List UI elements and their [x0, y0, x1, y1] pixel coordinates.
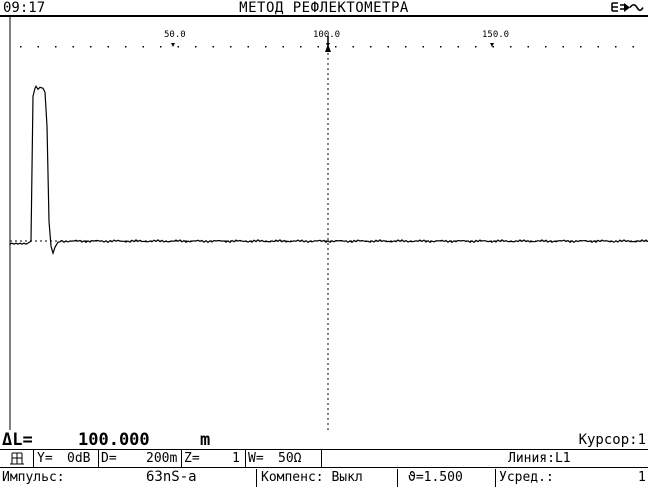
- grid-icon[interactable]: [0, 450, 34, 468]
- battery-plug-icon: [610, 1, 644, 17]
- zoom-cell[interactable]: Z= 1: [182, 450, 246, 468]
- scale-dot: [387, 46, 389, 48]
- d-label: D=: [101, 451, 117, 466]
- scale-dot: [282, 46, 284, 48]
- scale-dot: [545, 46, 547, 48]
- line-cell[interactable]: Линия:L1: [322, 450, 648, 468]
- delta-l-label: ΔL=: [2, 430, 33, 450]
- scale-dot: [55, 46, 57, 48]
- velocity-factor-value: ϑ=1.500: [408, 470, 463, 485]
- z-label: Z=: [184, 451, 200, 466]
- averaging-label: Усред.:: [499, 470, 554, 485]
- w-label: W=: [248, 451, 264, 466]
- scale-dot: [265, 46, 267, 48]
- scale-dot: [335, 46, 337, 48]
- scale-dot: [300, 46, 302, 48]
- z-value: 1: [232, 451, 240, 466]
- distance-cell[interactable]: D= 200m: [99, 450, 182, 468]
- scale-dot: [615, 46, 617, 48]
- scale-dot: [177, 46, 179, 48]
- averaging-cell[interactable]: Усред.: 1: [496, 469, 648, 487]
- compensation-value: Компенс: Выкл: [261, 470, 363, 485]
- velocity-factor-cell[interactable]: ϑ=1.500: [398, 469, 496, 487]
- scale-dot: [20, 46, 22, 48]
- compensation-cell[interactable]: Компенс: Выкл: [257, 469, 398, 487]
- scale-dot: [160, 46, 162, 48]
- scale-dot: [230, 46, 232, 48]
- scale-label: 100.0: [313, 30, 340, 40]
- cursor-number: Курсор:1: [578, 432, 646, 448]
- scale-dot: [107, 46, 109, 48]
- scale-dot: [125, 46, 127, 48]
- scale-dot: [247, 46, 249, 48]
- scale-dot: [370, 46, 372, 48]
- clock: 09:17: [3, 0, 46, 16]
- scale-dot: [90, 46, 92, 48]
- pulse-label: Импульс:: [2, 470, 65, 485]
- scale-dot: [72, 46, 74, 48]
- line-value: Линия:L1: [508, 451, 571, 466]
- scale-dot: [352, 46, 354, 48]
- scale-dot: [580, 46, 582, 48]
- scale-dot: [597, 46, 599, 48]
- scale-dot: [457, 46, 459, 48]
- impedance-cell[interactable]: W= 50Ω: [246, 450, 322, 468]
- y-value: 0dB: [67, 451, 91, 466]
- y-gain-cell[interactable]: Y= 0dB: [34, 450, 99, 468]
- status-row-pulse: Импульс: 63nS-a Компенс: Выкл ϑ=1.500 Ус…: [0, 469, 648, 487]
- measurement-bar: ΔL= 100.000 m Курсор:1: [0, 430, 648, 450]
- screen-title: МЕТОД РЕФЛЕКТОМЕТРА: [239, 0, 409, 16]
- header-bar: 09:17 МЕТОД РЕФЛЕКТОМЕТРА: [0, 0, 648, 17]
- scale-dot: [440, 46, 442, 48]
- status-row-settings: Y= 0dB D= 200m Z= 1 W= 50Ω Линия:L1: [0, 450, 648, 468]
- w-value: 50Ω: [278, 451, 302, 466]
- pulse-value: 63nS-a: [146, 469, 197, 485]
- scale-dot: [195, 46, 197, 48]
- scale-major-tick: [490, 43, 494, 47]
- scale-dot: [527, 46, 529, 48]
- averaging-value: 1: [638, 470, 646, 485]
- scale-dot: [317, 46, 319, 48]
- trace-plot[interactable]: 50.0 100.0 150.0: [0, 17, 648, 430]
- reflectogram-trace: [9, 85, 648, 256]
- scale-dot: [37, 46, 39, 48]
- scale-label: 50.0: [164, 30, 186, 40]
- scale-dot: [492, 46, 494, 48]
- delta-l-value: 100.000: [78, 430, 150, 450]
- scale-dot: [405, 46, 407, 48]
- cursor-marker-icon[interactable]: [325, 36, 331, 52]
- scale-major-tick: [171, 43, 175, 47]
- scale-dot: [510, 46, 512, 48]
- pulse-cell[interactable]: Импульс: 63nS-a: [0, 469, 257, 487]
- scale-dot: [422, 46, 424, 48]
- y-label: Y=: [37, 451, 53, 466]
- scale-dot: [475, 46, 477, 48]
- scale-dot: [562, 46, 564, 48]
- scale-dot: [212, 46, 214, 48]
- scale-label: 150.0: [482, 30, 509, 40]
- scale-dot: [632, 46, 634, 48]
- d-value: 200m: [146, 451, 178, 466]
- scale-dot: [142, 46, 144, 48]
- delta-l-unit: m: [200, 430, 211, 450]
